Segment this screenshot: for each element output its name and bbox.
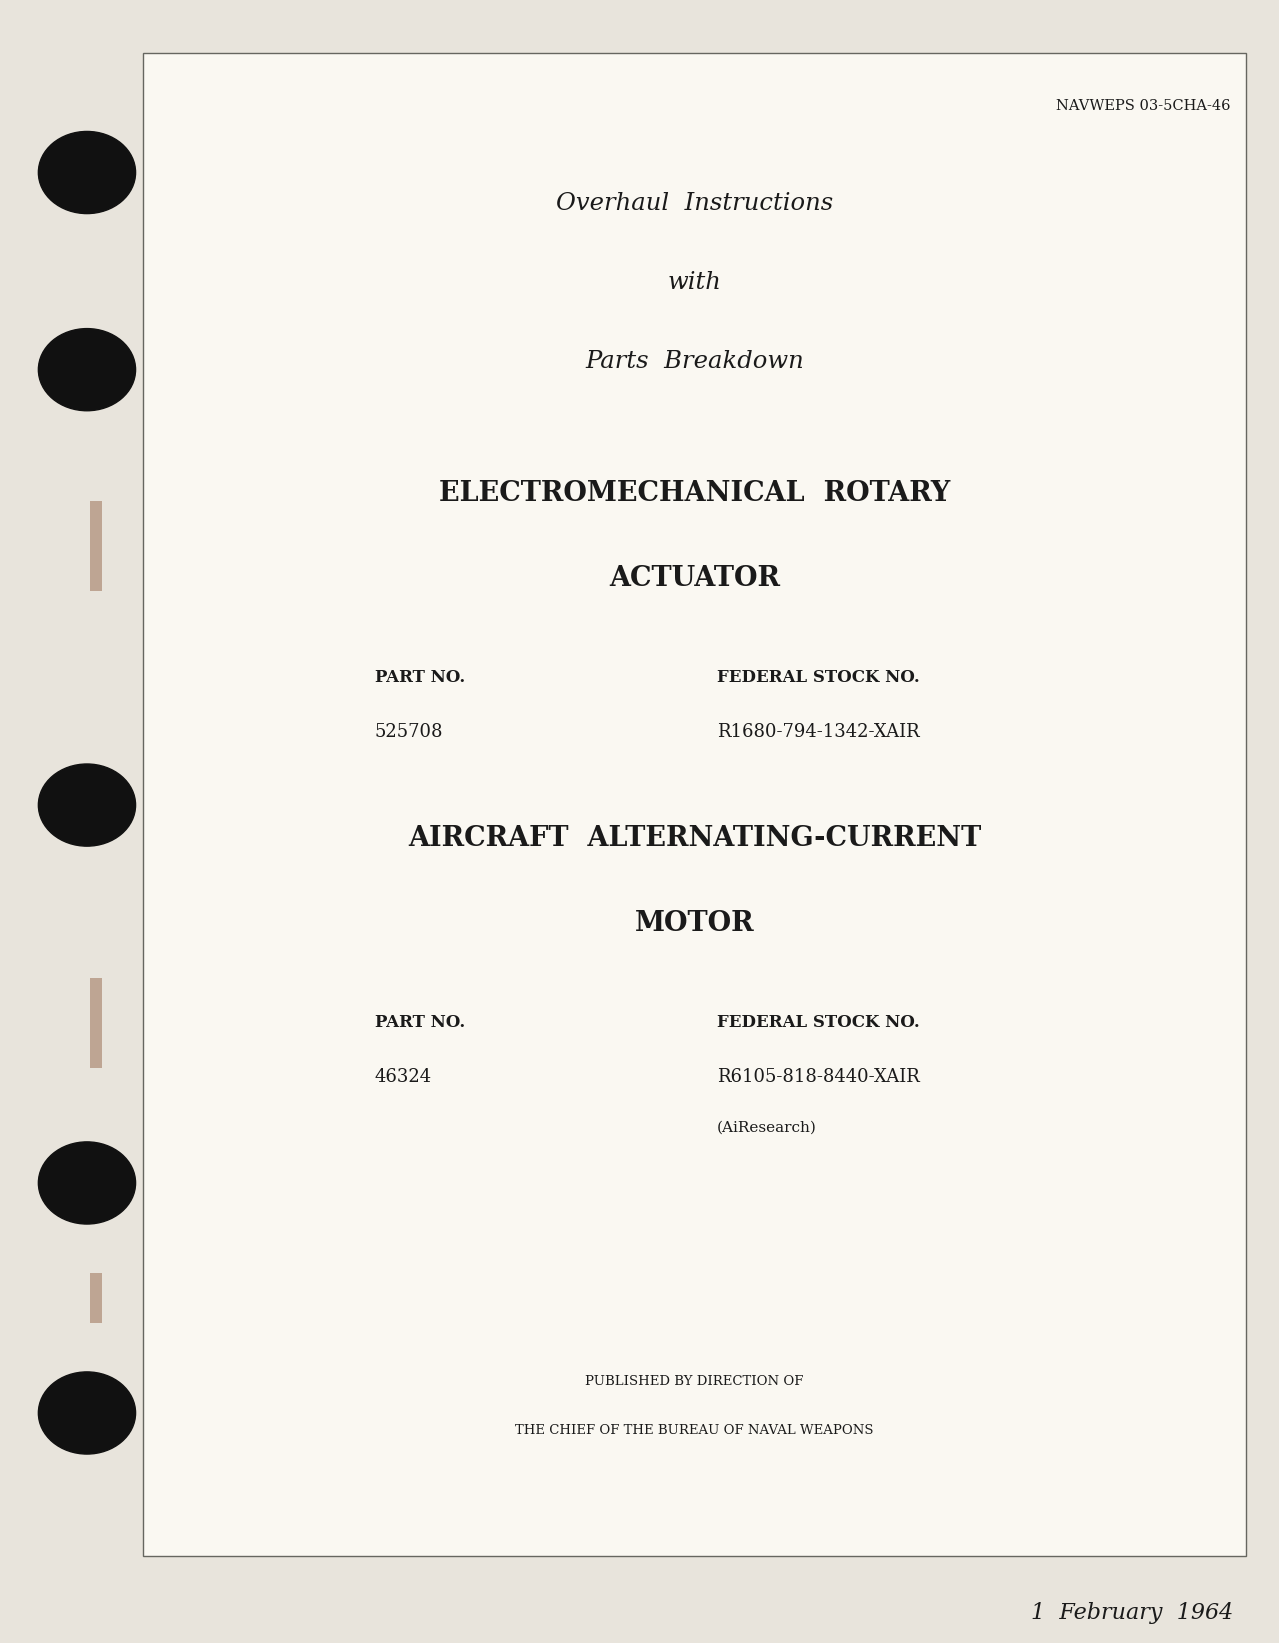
- Text: NAVWEPS 03-5CHA-46: NAVWEPS 03-5CHA-46: [1056, 99, 1230, 113]
- Text: THE CHIEF OF THE BUREAU OF NAVAL WEAPONS: THE CHIEF OF THE BUREAU OF NAVAL WEAPONS: [515, 1424, 874, 1438]
- Ellipse shape: [38, 131, 136, 214]
- Bar: [90, 1273, 101, 1323]
- Text: R6105-818-8440-XAIR: R6105-818-8440-XAIR: [716, 1068, 920, 1086]
- Bar: [90, 978, 101, 1068]
- Ellipse shape: [38, 764, 136, 846]
- Text: 1  February  1964: 1 February 1964: [1031, 1602, 1233, 1623]
- Text: 46324: 46324: [375, 1068, 432, 1086]
- Text: PUBLISHED BY DIRECTION OF: PUBLISHED BY DIRECTION OF: [586, 1375, 803, 1388]
- Text: Overhaul  Instructions: Overhaul Instructions: [556, 192, 833, 215]
- Text: R1680-794-1342-XAIR: R1680-794-1342-XAIR: [716, 723, 920, 741]
- Text: AIRCRAFT  ALTERNATING-CURRENT: AIRCRAFT ALTERNATING-CURRENT: [408, 825, 981, 851]
- Text: with: with: [668, 271, 721, 294]
- Text: (AiResearch): (AiResearch): [716, 1121, 816, 1135]
- Text: FEDERAL STOCK NO.: FEDERAL STOCK NO.: [716, 1014, 920, 1030]
- Text: FEDERAL STOCK NO.: FEDERAL STOCK NO.: [716, 669, 920, 685]
- Text: Parts  Breakdown: Parts Breakdown: [585, 350, 804, 373]
- Text: PART NO.: PART NO.: [375, 669, 466, 685]
- Bar: [90, 501, 101, 591]
- Text: ACTUATOR: ACTUATOR: [609, 565, 780, 591]
- Text: ELECTROMECHANICAL  ROTARY: ELECTROMECHANICAL ROTARY: [439, 480, 950, 506]
- Ellipse shape: [38, 329, 136, 411]
- Ellipse shape: [38, 1372, 136, 1454]
- Text: MOTOR: MOTOR: [634, 910, 755, 937]
- Text: 525708: 525708: [375, 723, 444, 741]
- Ellipse shape: [38, 1142, 136, 1224]
- Text: PART NO.: PART NO.: [375, 1014, 466, 1030]
- Bar: [143, 53, 1246, 1556]
